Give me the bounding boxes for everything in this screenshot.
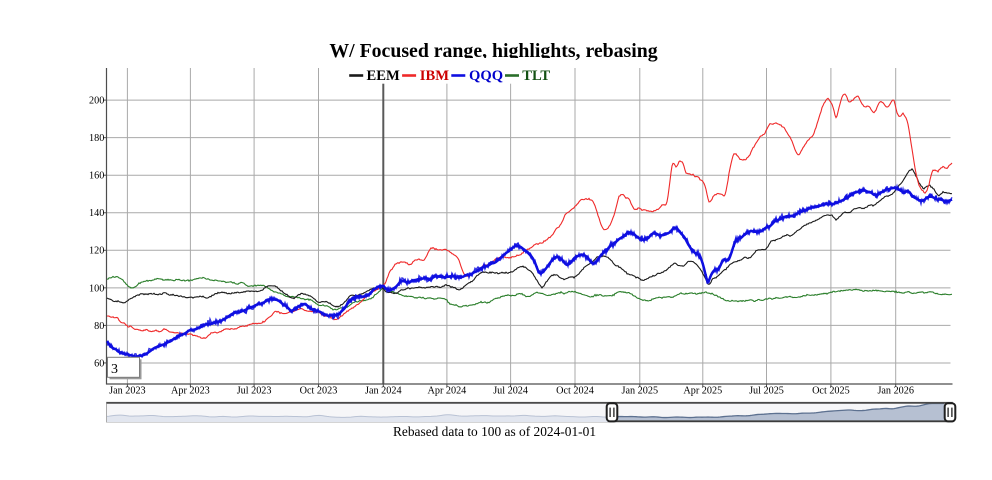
svg-text:EEM: EEM: [367, 68, 400, 84]
svg-text:Jan 2024: Jan 2024: [365, 386, 402, 397]
svg-text:200: 200: [89, 96, 104, 107]
svg-text:Apr 2024: Apr 2024: [428, 386, 467, 397]
svg-text:Jan 2023: Jan 2023: [109, 386, 146, 397]
svg-text:Jan 2025: Jan 2025: [622, 386, 659, 397]
svg-text:W/ Focused range, highlights,: W/ Focused range, highlights, rebasing: [329, 40, 657, 62]
svg-text:Jul 2023: Jul 2023: [237, 386, 272, 397]
svg-text:Jul 2025: Jul 2025: [749, 386, 784, 397]
svg-text:60: 60: [94, 358, 104, 369]
svg-text:160: 160: [89, 171, 104, 182]
svg-text:QQQ: QQQ: [469, 68, 503, 84]
svg-text:120: 120: [89, 246, 104, 257]
svg-text:TLT: TLT: [522, 68, 550, 84]
svg-text:80: 80: [94, 321, 104, 332]
svg-text:Oct 2025: Oct 2025: [812, 386, 850, 397]
svg-text:IBM: IBM: [420, 68, 449, 84]
svg-text:Oct 2024: Oct 2024: [556, 386, 594, 397]
svg-text:Oct 2023: Oct 2023: [300, 386, 338, 397]
svg-text:Rebased data to 100 as of 2024: Rebased data to 100 as of 2024-01-01: [393, 424, 596, 439]
svg-text:3: 3: [111, 362, 118, 377]
svg-text:100: 100: [89, 283, 104, 294]
svg-text:Jan 2026: Jan 2026: [877, 386, 914, 397]
svg-text:Apr 2025: Apr 2025: [683, 386, 722, 397]
svg-text:Apr 2023: Apr 2023: [171, 386, 210, 397]
svg-text:140: 140: [89, 208, 104, 219]
svg-text:Jul 2024: Jul 2024: [493, 386, 528, 397]
svg-text:180: 180: [89, 133, 104, 144]
